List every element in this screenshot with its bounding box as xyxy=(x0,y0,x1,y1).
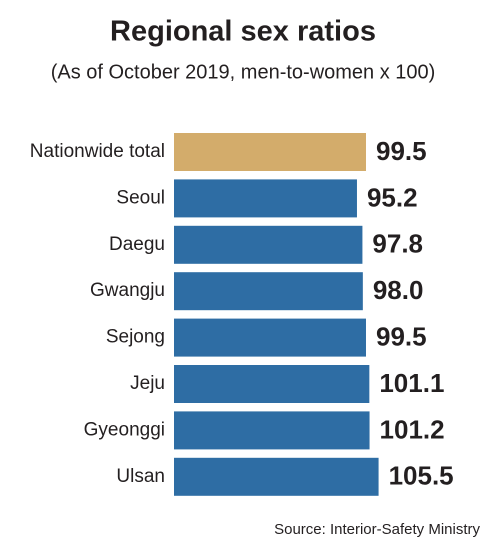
bar xyxy=(174,411,370,450)
value-label: 101.1 xyxy=(379,368,444,398)
chart-subtitle: (As of October 2019, men-to-women x 100) xyxy=(51,61,436,83)
category-label: Seoul xyxy=(116,187,165,208)
category-label: Gyeonggi xyxy=(84,419,165,440)
value-label: 101.2 xyxy=(380,414,445,444)
source-note: Source: Interior-Safety Ministry xyxy=(274,521,480,538)
bar xyxy=(174,318,366,357)
bar xyxy=(174,272,363,311)
value-label: 97.8 xyxy=(372,229,423,259)
category-label: Ulsan xyxy=(116,466,165,487)
category-label: Nationwide total xyxy=(30,141,165,162)
bar xyxy=(174,179,357,218)
value-label: 95.2 xyxy=(367,182,418,212)
value-label: 98.0 xyxy=(373,275,424,305)
bar xyxy=(174,365,370,403)
category-label: Daegu xyxy=(109,234,165,255)
category-label: Jeju xyxy=(130,373,165,394)
value-label: 99.5 xyxy=(376,136,427,166)
bar xyxy=(174,457,379,496)
category-label: Gwangju xyxy=(90,280,165,301)
chart-title: Regional sex ratios xyxy=(110,16,376,48)
category-label: Sejong xyxy=(106,327,165,348)
bar xyxy=(174,225,363,264)
value-label: 105.5 xyxy=(389,461,454,491)
value-label: 99.5 xyxy=(376,321,427,351)
bar xyxy=(174,133,366,171)
